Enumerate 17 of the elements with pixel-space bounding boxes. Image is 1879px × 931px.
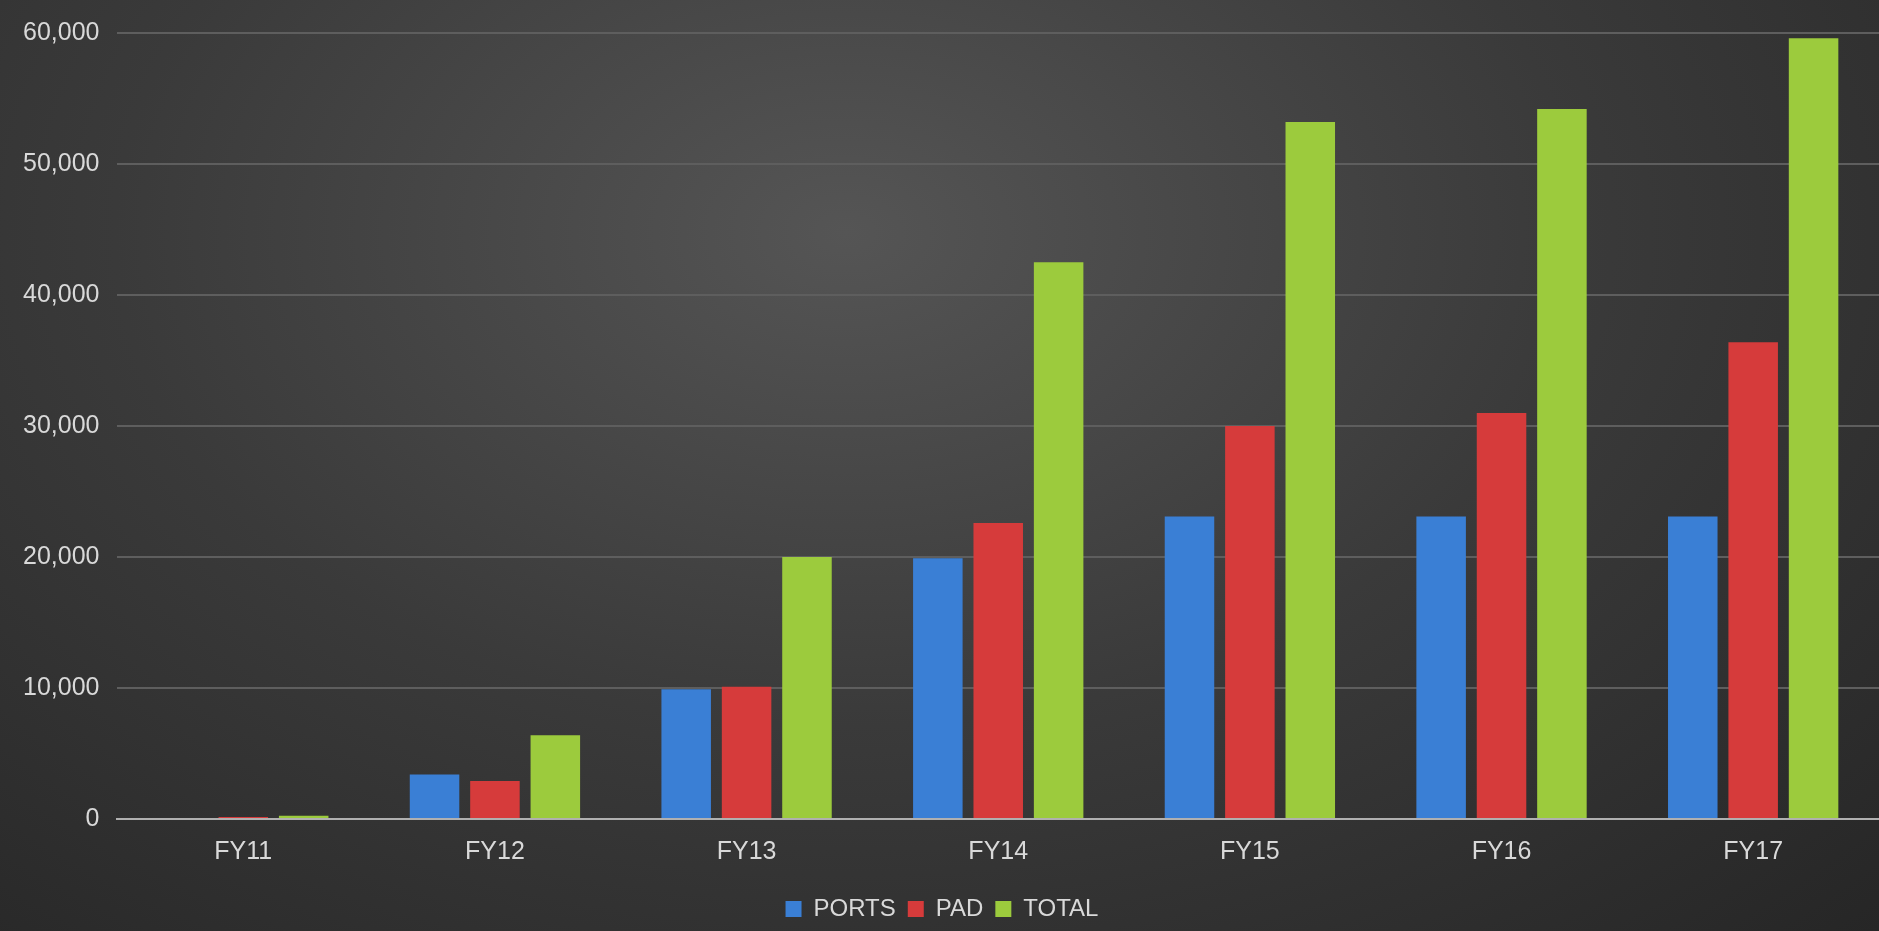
legend-label: PAD [935,893,984,921]
x-tick-label: FY17 [1723,835,1784,864]
x-tick-label: FY14 [968,835,1029,864]
legend-label: TOTAL [1023,893,1099,921]
y-tick-label: 40,000 [23,278,100,307]
legend-label: PORTS [813,893,896,921]
y-tick-label: 30,000 [23,409,100,438]
y-tick-label: 0 [85,802,100,831]
x-tick-label: FY16 [1471,835,1532,864]
x-tick-label: FY11 [214,835,273,864]
x-tick-label: FY13 [716,835,777,864]
y-tick-label: 20,000 [23,540,100,569]
x-tick-label: FY12 [465,835,525,864]
x-tick-label: FY15 [1220,835,1280,864]
y-tick-label: 60,000 [23,16,100,45]
y-tick-label: 10,000 [23,671,100,700]
y-tick-label: 50,000 [23,147,100,176]
